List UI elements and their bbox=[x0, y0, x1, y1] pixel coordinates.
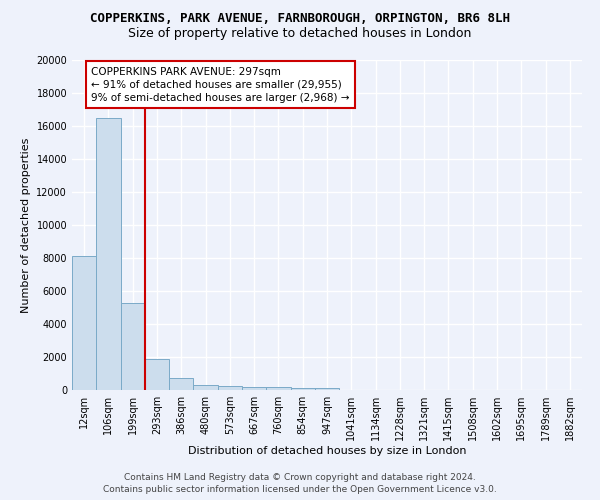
Bar bbox=[96, 118, 121, 390]
Bar bbox=[266, 387, 290, 390]
Text: Size of property relative to detached houses in London: Size of property relative to detached ho… bbox=[128, 28, 472, 40]
Bar bbox=[145, 360, 169, 390]
Y-axis label: Number of detached properties: Number of detached properties bbox=[21, 138, 31, 312]
Bar bbox=[218, 386, 242, 390]
Bar bbox=[193, 384, 218, 390]
Bar bbox=[72, 256, 96, 390]
Text: Contains public sector information licensed under the Open Government Licence v3: Contains public sector information licen… bbox=[103, 485, 497, 494]
Text: Contains HM Land Registry data © Crown copyright and database right 2024.: Contains HM Land Registry data © Crown c… bbox=[124, 472, 476, 482]
Bar bbox=[121, 302, 145, 390]
Bar bbox=[242, 386, 266, 390]
Text: COPPERKINS, PARK AVENUE, FARNBOROUGH, ORPINGTON, BR6 8LH: COPPERKINS, PARK AVENUE, FARNBOROUGH, OR… bbox=[90, 12, 510, 26]
X-axis label: Distribution of detached houses by size in London: Distribution of detached houses by size … bbox=[188, 446, 466, 456]
Bar bbox=[315, 388, 339, 390]
Text: COPPERKINS PARK AVENUE: 297sqm
← 91% of detached houses are smaller (29,955)
9% : COPPERKINS PARK AVENUE: 297sqm ← 91% of … bbox=[91, 66, 350, 103]
Bar bbox=[290, 388, 315, 390]
Bar bbox=[169, 378, 193, 390]
